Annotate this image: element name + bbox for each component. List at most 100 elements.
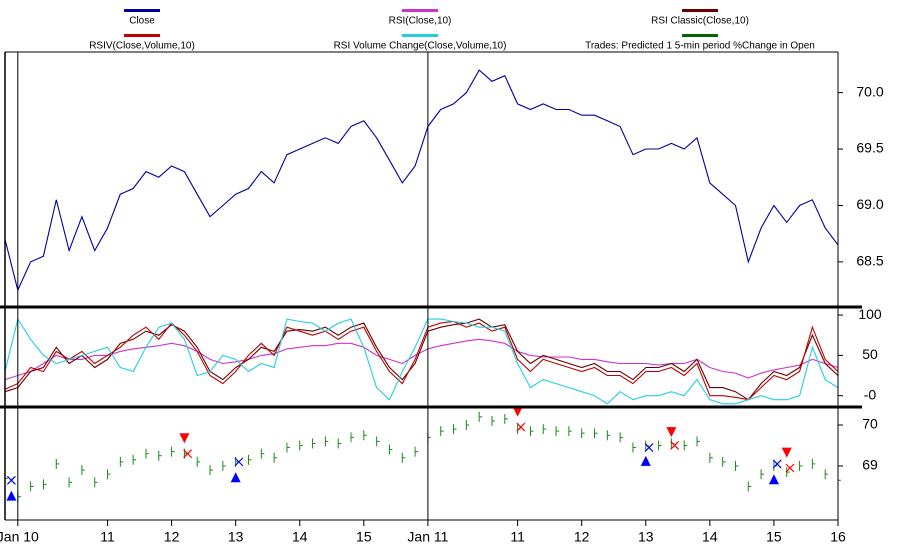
- price-bar: [119, 456, 124, 467]
- price-bar: [260, 448, 265, 459]
- legend-label: Trades: Predicted 1 5-min period %Change…: [585, 41, 815, 52]
- x-tick-label: 14: [292, 529, 308, 545]
- legend-label: RSIV(Close,Volume,10): [89, 41, 195, 52]
- price-bar: [760, 469, 765, 480]
- price-bar: [632, 442, 636, 453]
- price-bar: [786, 467, 790, 478]
- price-bar: [747, 481, 752, 492]
- buy-marker: [6, 490, 17, 501]
- price-bar: [504, 413, 508, 424]
- x-tick-label: 11: [510, 529, 525, 545]
- legend-swatch: [682, 9, 718, 12]
- x-tick-label: Jan 11: [407, 529, 448, 545]
- series-line: [4, 318, 839, 401]
- legend-swatch: [402, 34, 438, 37]
- legend-label: RSI(Close,10): [389, 16, 452, 27]
- x-tick-label: 11: [100, 529, 115, 545]
- price-bar: [734, 460, 739, 471]
- sell-marker: [781, 447, 792, 458]
- price-bar: [209, 465, 214, 476]
- y-tick-label: 70: [862, 416, 878, 432]
- price-bar: [401, 452, 406, 463]
- legend-label: RSI Volume Change(Close,Volume,10): [334, 41, 507, 52]
- price-bar: [107, 469, 111, 480]
- x-tick-label: 12: [164, 529, 180, 545]
- price-bar: [568, 426, 572, 437]
- price-bar: [619, 432, 624, 443]
- price-bar: [145, 448, 149, 459]
- price-bar: [799, 460, 803, 471]
- series-line: [4, 317, 839, 405]
- price-bar: [55, 458, 60, 469]
- y-tick-label: 50: [862, 346, 878, 362]
- price-bar: [491, 415, 495, 426]
- price-bar: [811, 458, 816, 469]
- price-bar: [683, 440, 688, 451]
- price-bar: [286, 442, 290, 453]
- price-bar: [158, 450, 162, 461]
- y-tick-label: 70.0: [856, 83, 883, 99]
- buy-marker: [640, 455, 651, 466]
- price-bar: [555, 426, 560, 437]
- price-bar: [299, 440, 303, 451]
- price-bar: [350, 432, 355, 443]
- price-bar: [658, 440, 662, 451]
- x-tick-label: 14: [702, 529, 718, 545]
- x-tick-label: 16: [830, 529, 846, 545]
- x-tick-label: 13: [638, 529, 654, 545]
- fill-marker: [644, 443, 654, 452]
- legend-label: Close: [129, 16, 155, 27]
- fill-marker: [772, 459, 782, 469]
- sell-marker: [512, 406, 523, 417]
- price-bar: [324, 436, 329, 447]
- y-tick-label: 69.0: [856, 196, 883, 212]
- y-tick-label: 100: [858, 306, 882, 322]
- price-bar: [81, 465, 85, 476]
- legend-swatch: [682, 34, 718, 37]
- price-bar: [606, 430, 611, 441]
- fill-marker: [183, 449, 193, 459]
- price-bar: [68, 477, 73, 488]
- price-bar: [337, 438, 342, 449]
- legend-swatch: [402, 9, 438, 12]
- x-tick-label: Jan 10: [0, 529, 39, 545]
- y-tick-label: 69.5: [856, 140, 883, 156]
- price-bar: [440, 426, 444, 437]
- price-bar: [465, 420, 470, 431]
- fill-marker: [785, 463, 795, 473]
- sell-marker: [179, 433, 190, 444]
- price-bar: [542, 424, 547, 435]
- price-bar: [824, 469, 829, 480]
- price-bar: [594, 428, 598, 439]
- price-bar: [94, 477, 98, 488]
- price-bar: [414, 446, 419, 457]
- x-tick-label: 13: [228, 529, 244, 545]
- y-tick-label: 68.5: [856, 253, 883, 269]
- sell-marker: [666, 427, 677, 438]
- fill-marker: [234, 457, 244, 467]
- legend-swatch: [124, 9, 160, 12]
- price-bar: [132, 454, 137, 465]
- x-tick-label: 15: [766, 529, 782, 545]
- price-bar: [30, 481, 34, 492]
- fill-marker: [670, 441, 680, 450]
- series-line: [4, 338, 839, 381]
- y-tick-label: -0: [864, 386, 877, 402]
- price-bar: [42, 479, 47, 490]
- x-tick-label: 12: [574, 529, 590, 545]
- buy-marker: [768, 474, 779, 485]
- buy-marker: [230, 472, 241, 483]
- legend-label: RSI Classic(Close,10): [651, 16, 749, 27]
- price-bar: [273, 452, 278, 463]
- price-bar: [581, 428, 585, 439]
- price-bar: [376, 436, 380, 447]
- price-bar: [312, 438, 316, 449]
- price-bar: [709, 452, 713, 463]
- price-bar: [388, 444, 393, 455]
- series-line: [4, 320, 839, 401]
- x-tick-label: 15: [356, 529, 372, 545]
- price-bar: [222, 460, 226, 471]
- price-bar: [363, 430, 367, 441]
- legend-swatch: [124, 34, 160, 37]
